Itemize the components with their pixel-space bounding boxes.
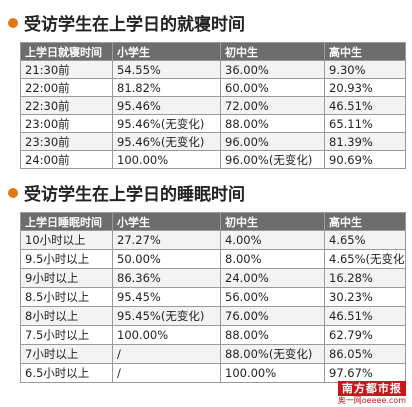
table-cell: 27.27% [112,230,221,250]
table-cell: 4.00% [220,230,325,250]
column-header: 高中生 [324,212,406,231]
table-cell: 4.65% [324,230,406,250]
table-row: 23:30前 95.46%(无变化) 96.00% 81.39% [20,132,406,151]
table-cell: 22:00前 [20,78,113,97]
table-row: 22:30前 95.46% 72.00% 46.51% [20,96,406,115]
column-header: 小学生 [112,212,221,231]
table-cell: 81.39% [324,132,406,151]
column-header: 高中生 [324,42,406,61]
table-cell: 46.51% [324,306,406,326]
table-cell: 95.46% [112,96,221,115]
table-cell: 96.00%(无变化) [220,150,325,169]
table-cell: 96.00% [220,132,325,151]
table-cell: 88.00% [220,325,325,345]
bedtime-table: 上学日就寝时间 小学生 初中生 高中生 21:30前 54.55% 36.00% 9.30%… [20,42,406,169]
table-cell: 7小时以上 [20,344,113,364]
table-cell: 95.46%(无变化) [112,114,221,133]
sleep-duration-title-text: 受访学生在上学日的睡眠时间 [24,185,245,205]
sleep-duration-header-row: 上学日睡眠时间 小学生 初中生 高中生 [20,212,406,231]
table-cell: 24:00前 [20,150,113,169]
table-cell: 65.11% [324,114,406,133]
table-cell: 81.82% [112,78,221,97]
table-cell: 100.00% [220,363,325,383]
table-cell: 56.00% [220,287,325,307]
bedtime-title: 受访学生在上学日的就寝时间 [8,10,245,35]
bedtime-title-text: 受访学生在上学日的就寝时间 [24,15,245,35]
table-row: 22:00前 81.82% 60.00% 20.93% [20,78,406,97]
table-cell: 50.00% [112,249,221,269]
column-header: 小学生 [112,42,221,61]
sleep-duration-title: 受访学生在上学日的睡眠时间 [8,180,245,205]
table-row: 23:00前 95.46%(无变化) 88.00% 65.11% [20,114,406,133]
table-row: 9.5小时以上 50.00% 8.00% 4.65%(无变化) [20,249,406,269]
table-cell: 8.00% [220,249,325,269]
table-row: 8小时以上 95.45%(无变化) 76.00% 46.51% [20,306,406,326]
table-cell: 30.23% [324,287,406,307]
table-cell: 95.46%(无变化) [112,132,221,151]
table-cell: 23:00前 [20,114,113,133]
table-cell: 9小时以上 [20,268,113,288]
table-cell: 21:30前 [20,60,113,79]
table-cell: 7.5小时以上 [20,325,113,345]
table-cell: 36.00% [220,60,325,79]
table-cell: 22:30前 [20,96,113,115]
table-cell: 88.00% [220,114,325,133]
table-cell: 86.36% [112,268,221,288]
table-row: 21:30前 54.55% 36.00% 9.30% [20,60,406,79]
column-header: 上学日睡眠时间 [20,212,113,231]
table-cell: 88.00%(无变化) [220,344,325,364]
logo-line2: 奥一网oeeee.com [337,396,406,405]
table-cell: 95.45% [112,287,221,307]
table-cell: 10小时以上 [20,230,113,250]
table-cell: 72.00% [220,96,325,115]
table-row: 10小时以上 27.27% 4.00% 4.65% [20,230,406,250]
table-cell: 6.5小时以上 [20,363,113,383]
table-row: 24:00前 100.00% 96.00%(无变化) 90.69% [20,150,406,169]
table-cell: 4.65%(无变化) [324,249,406,269]
bullet-icon [8,17,18,28]
newspaper-logo: 南方都市报 奥一网oeeee.com [337,381,406,405]
table-cell: 95.45%(无变化) [112,306,221,326]
table-row: 6.5小时以上/100.00% 97.67% [20,363,406,383]
table-cell: 20.93% [324,78,406,97]
table-cell: / [112,344,221,364]
sleep-duration-table: 上学日睡眠时间 小学生 初中生 高中生 10小时以上 27.27% 4.00% 4.65% 9… [20,212,406,383]
table-row: 7小时以上/88.00%(无变化) 86.05% [20,344,406,364]
table-cell: 23:30前 [20,132,113,151]
bedtime-header-row: 上学日就寝时间 小学生 初中生 高中生 [20,42,406,61]
column-header: 上学日就寝时间 [20,42,113,61]
table-row: 7.5小时以上 100.00% 88.00% 62.79% [20,325,406,345]
table-row: 8.5小时以上 95.45% 56.00% 30.23% [20,287,406,307]
table-cell: 100.00% [112,325,221,345]
table-cell: 62.79% [324,325,406,345]
table-cell: 9.5小时以上 [20,249,113,269]
table-cell: 8.5小时以上 [20,287,113,307]
column-header: 初中生 [220,42,325,61]
table-row: 9小时以上 86.36% 24.00% 16.28% [20,268,406,288]
table-cell: 60.00% [220,78,325,97]
table-cell: 97.67% [324,363,406,383]
table-cell: / [112,363,221,383]
table-cell: 9.30% [324,60,406,79]
table-cell: 54.55% [112,60,221,79]
column-header: 初中生 [220,212,325,231]
logo-line1: 南方都市报 [337,381,406,396]
table-cell: 76.00% [220,306,325,326]
table-cell: 86.05% [324,344,406,364]
table-cell: 16.28% [324,268,406,288]
table-cell: 46.51% [324,96,406,115]
table-cell: 100.00% [112,150,221,169]
bullet-icon [8,187,18,198]
table-cell: 24.00% [220,268,325,288]
table-cell: 90.69% [324,150,406,169]
table-cell: 8小时以上 [20,306,113,326]
